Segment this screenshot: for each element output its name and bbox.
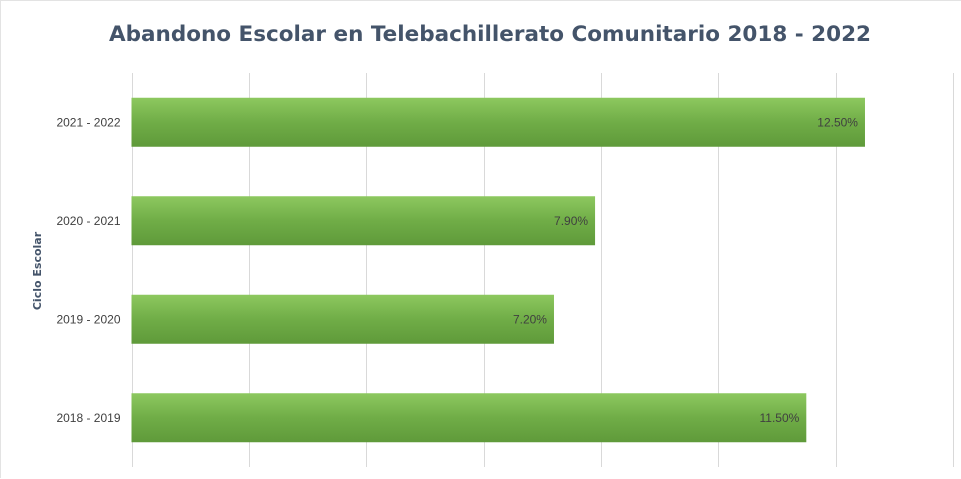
bar [131, 294, 554, 344]
bar [131, 393, 807, 443]
data-label: 7.90% [554, 214, 588, 228]
category-label: 2018 - 2019 [56, 411, 120, 425]
data-label: 11.50% [759, 411, 799, 425]
data-label: 7.20% [513, 312, 547, 326]
bar [131, 97, 865, 147]
category-label: 2019 - 2020 [56, 312, 120, 326]
labels: 2021 - 2022 12.50% 2020 - 2021 7.90% 2019 - … [56, 115, 858, 425]
data-label: 12.50% [817, 115, 858, 129]
y-axis-title: Ciclo Escolar [31, 231, 44, 310]
category-label: 2021 - 2022 [56, 115, 120, 129]
bars [131, 97, 865, 443]
category-label: 2020 - 2021 [56, 214, 120, 228]
bar [131, 196, 596, 246]
chart-title: Abandono Escolar en Telebachillerato Com… [108, 22, 872, 47]
